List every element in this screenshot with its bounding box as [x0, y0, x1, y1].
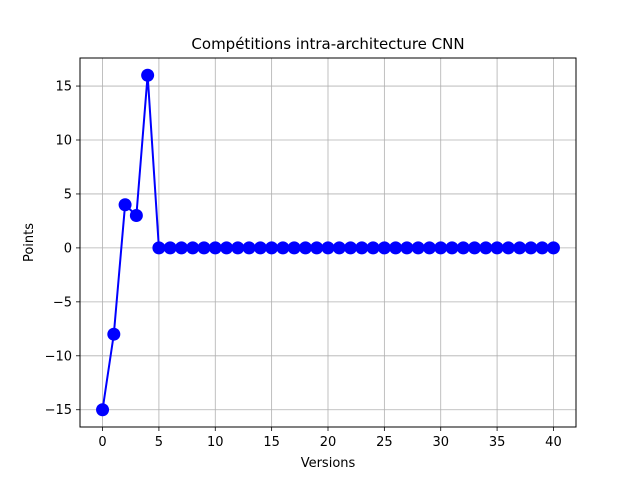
- data-point: [479, 241, 493, 255]
- x-tick-label: 30: [432, 435, 449, 450]
- y-tick-label: −15: [45, 403, 72, 418]
- data-point: [265, 241, 279, 255]
- y-tick-label: −5: [53, 295, 72, 310]
- data-point: [321, 241, 335, 255]
- y-tick-label: 10: [55, 134, 72, 149]
- data-point: [456, 241, 470, 255]
- x-tick-label: 0: [98, 435, 106, 450]
- y-tick-label: −10: [45, 349, 72, 364]
- x-tick-label: 15: [263, 435, 280, 450]
- series-layer: [96, 68, 560, 417]
- data-point: [220, 241, 234, 255]
- y-tick-label: 15: [55, 80, 72, 95]
- y-tick-label: 5: [64, 187, 72, 202]
- chart-title: Compétitions intra-architecture CNN: [191, 35, 464, 53]
- data-point: [445, 241, 459, 255]
- data-point: [434, 241, 448, 255]
- data-point: [524, 241, 538, 255]
- data-point: [468, 241, 482, 255]
- x-tick-label: 10: [207, 435, 224, 450]
- data-point: [208, 241, 222, 255]
- data-point: [96, 403, 110, 417]
- data-point: [118, 198, 132, 212]
- data-point: [141, 68, 155, 82]
- data-point: [332, 241, 346, 255]
- data-point: [174, 241, 188, 255]
- data-point: [163, 241, 177, 255]
- data-point: [490, 241, 504, 255]
- x-tick-label: 40: [545, 435, 562, 450]
- data-point: [501, 241, 515, 255]
- y-tick-label: 0: [64, 241, 72, 256]
- data-point: [377, 241, 391, 255]
- data-point: [344, 241, 358, 255]
- data-point: [366, 241, 380, 255]
- x-tick-label: 5: [155, 435, 163, 450]
- data-point: [287, 241, 301, 255]
- data-point: [389, 241, 403, 255]
- data-point: [513, 241, 527, 255]
- data-point: [298, 241, 312, 255]
- data-point: [355, 241, 369, 255]
- data-point: [400, 241, 414, 255]
- x-tick-label: 25: [376, 435, 393, 450]
- data-point: [253, 241, 267, 255]
- data-point: [242, 241, 256, 255]
- data-point: [129, 209, 143, 223]
- data-point: [535, 241, 549, 255]
- data-point: [152, 241, 166, 255]
- data-point: [186, 241, 200, 255]
- data-point: [310, 241, 324, 255]
- data-point: [276, 241, 290, 255]
- x-tick-label: 20: [320, 435, 337, 450]
- axis-ticks: 0 5 10 15 20 25 30 35 40 −15 −10 −5 0 5 10 15: [45, 80, 562, 450]
- x-axis-label: Versions: [301, 456, 356, 471]
- data-point: [546, 241, 560, 255]
- data-point: [107, 327, 121, 341]
- x-tick-label: 35: [489, 435, 506, 450]
- plot-area-frame: [79, 57, 577, 428]
- data-point: [231, 241, 245, 255]
- data-point: [197, 241, 211, 255]
- data-point: [422, 241, 436, 255]
- y-axis-label: Points: [22, 223, 37, 262]
- data-point: [411, 241, 425, 255]
